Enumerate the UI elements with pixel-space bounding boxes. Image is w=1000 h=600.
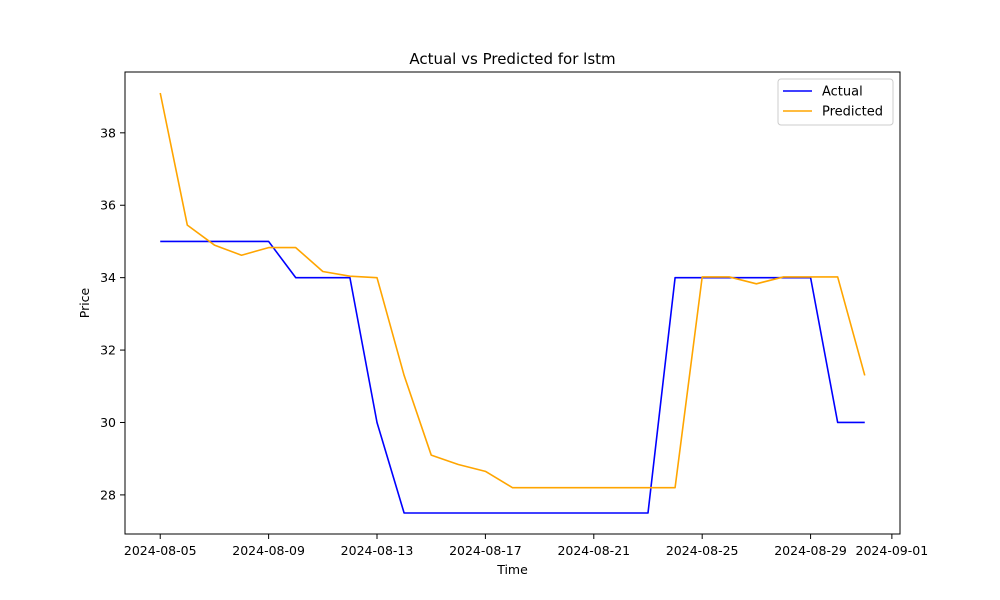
y-tick-label: 30: [100, 415, 116, 430]
y-axis: 28 30 32 34 36 38: [100, 125, 125, 502]
plot-frame: [124, 71, 901, 535]
x-tick-label: 2024-08-21: [557, 543, 630, 558]
x-axis-label: Time: [496, 562, 528, 577]
y-tick-label: 36: [100, 198, 116, 213]
y-tick-label: 38: [100, 125, 116, 140]
x-tick-label: 2024-08-13: [341, 543, 414, 558]
series-line-actual: [160, 240, 865, 514]
x-tick-label: 2024-08-25: [666, 543, 739, 558]
legend: Actual Predicted: [777, 78, 894, 126]
chart-title: Actual vs Predicted for lstm: [409, 50, 615, 68]
y-axis-label: Price: [77, 287, 92, 318]
x-tick-label: 2024-08-29: [774, 543, 847, 558]
y-tick-label: 32: [100, 343, 116, 358]
legend-label-actual: Actual: [822, 85, 863, 100]
series-line-predicted: [159, 92, 866, 489]
y-tick-label: 34: [100, 270, 116, 285]
legend-label-predicted: Predicted: [822, 105, 883, 120]
x-tick-label: 2024-08-05: [124, 543, 197, 558]
y-tick-label: 28: [100, 487, 116, 502]
x-axis: 2024-08-05 2024-08-09 2024-08-13 2024-08-17…: [124, 534, 928, 558]
x-tick-label: 2024-09-01: [856, 543, 929, 558]
x-tick-label: 2024-08-17: [449, 543, 522, 558]
plot-area: [159, 92, 866, 514]
x-tick-label: 2024-08-09: [232, 543, 305, 558]
